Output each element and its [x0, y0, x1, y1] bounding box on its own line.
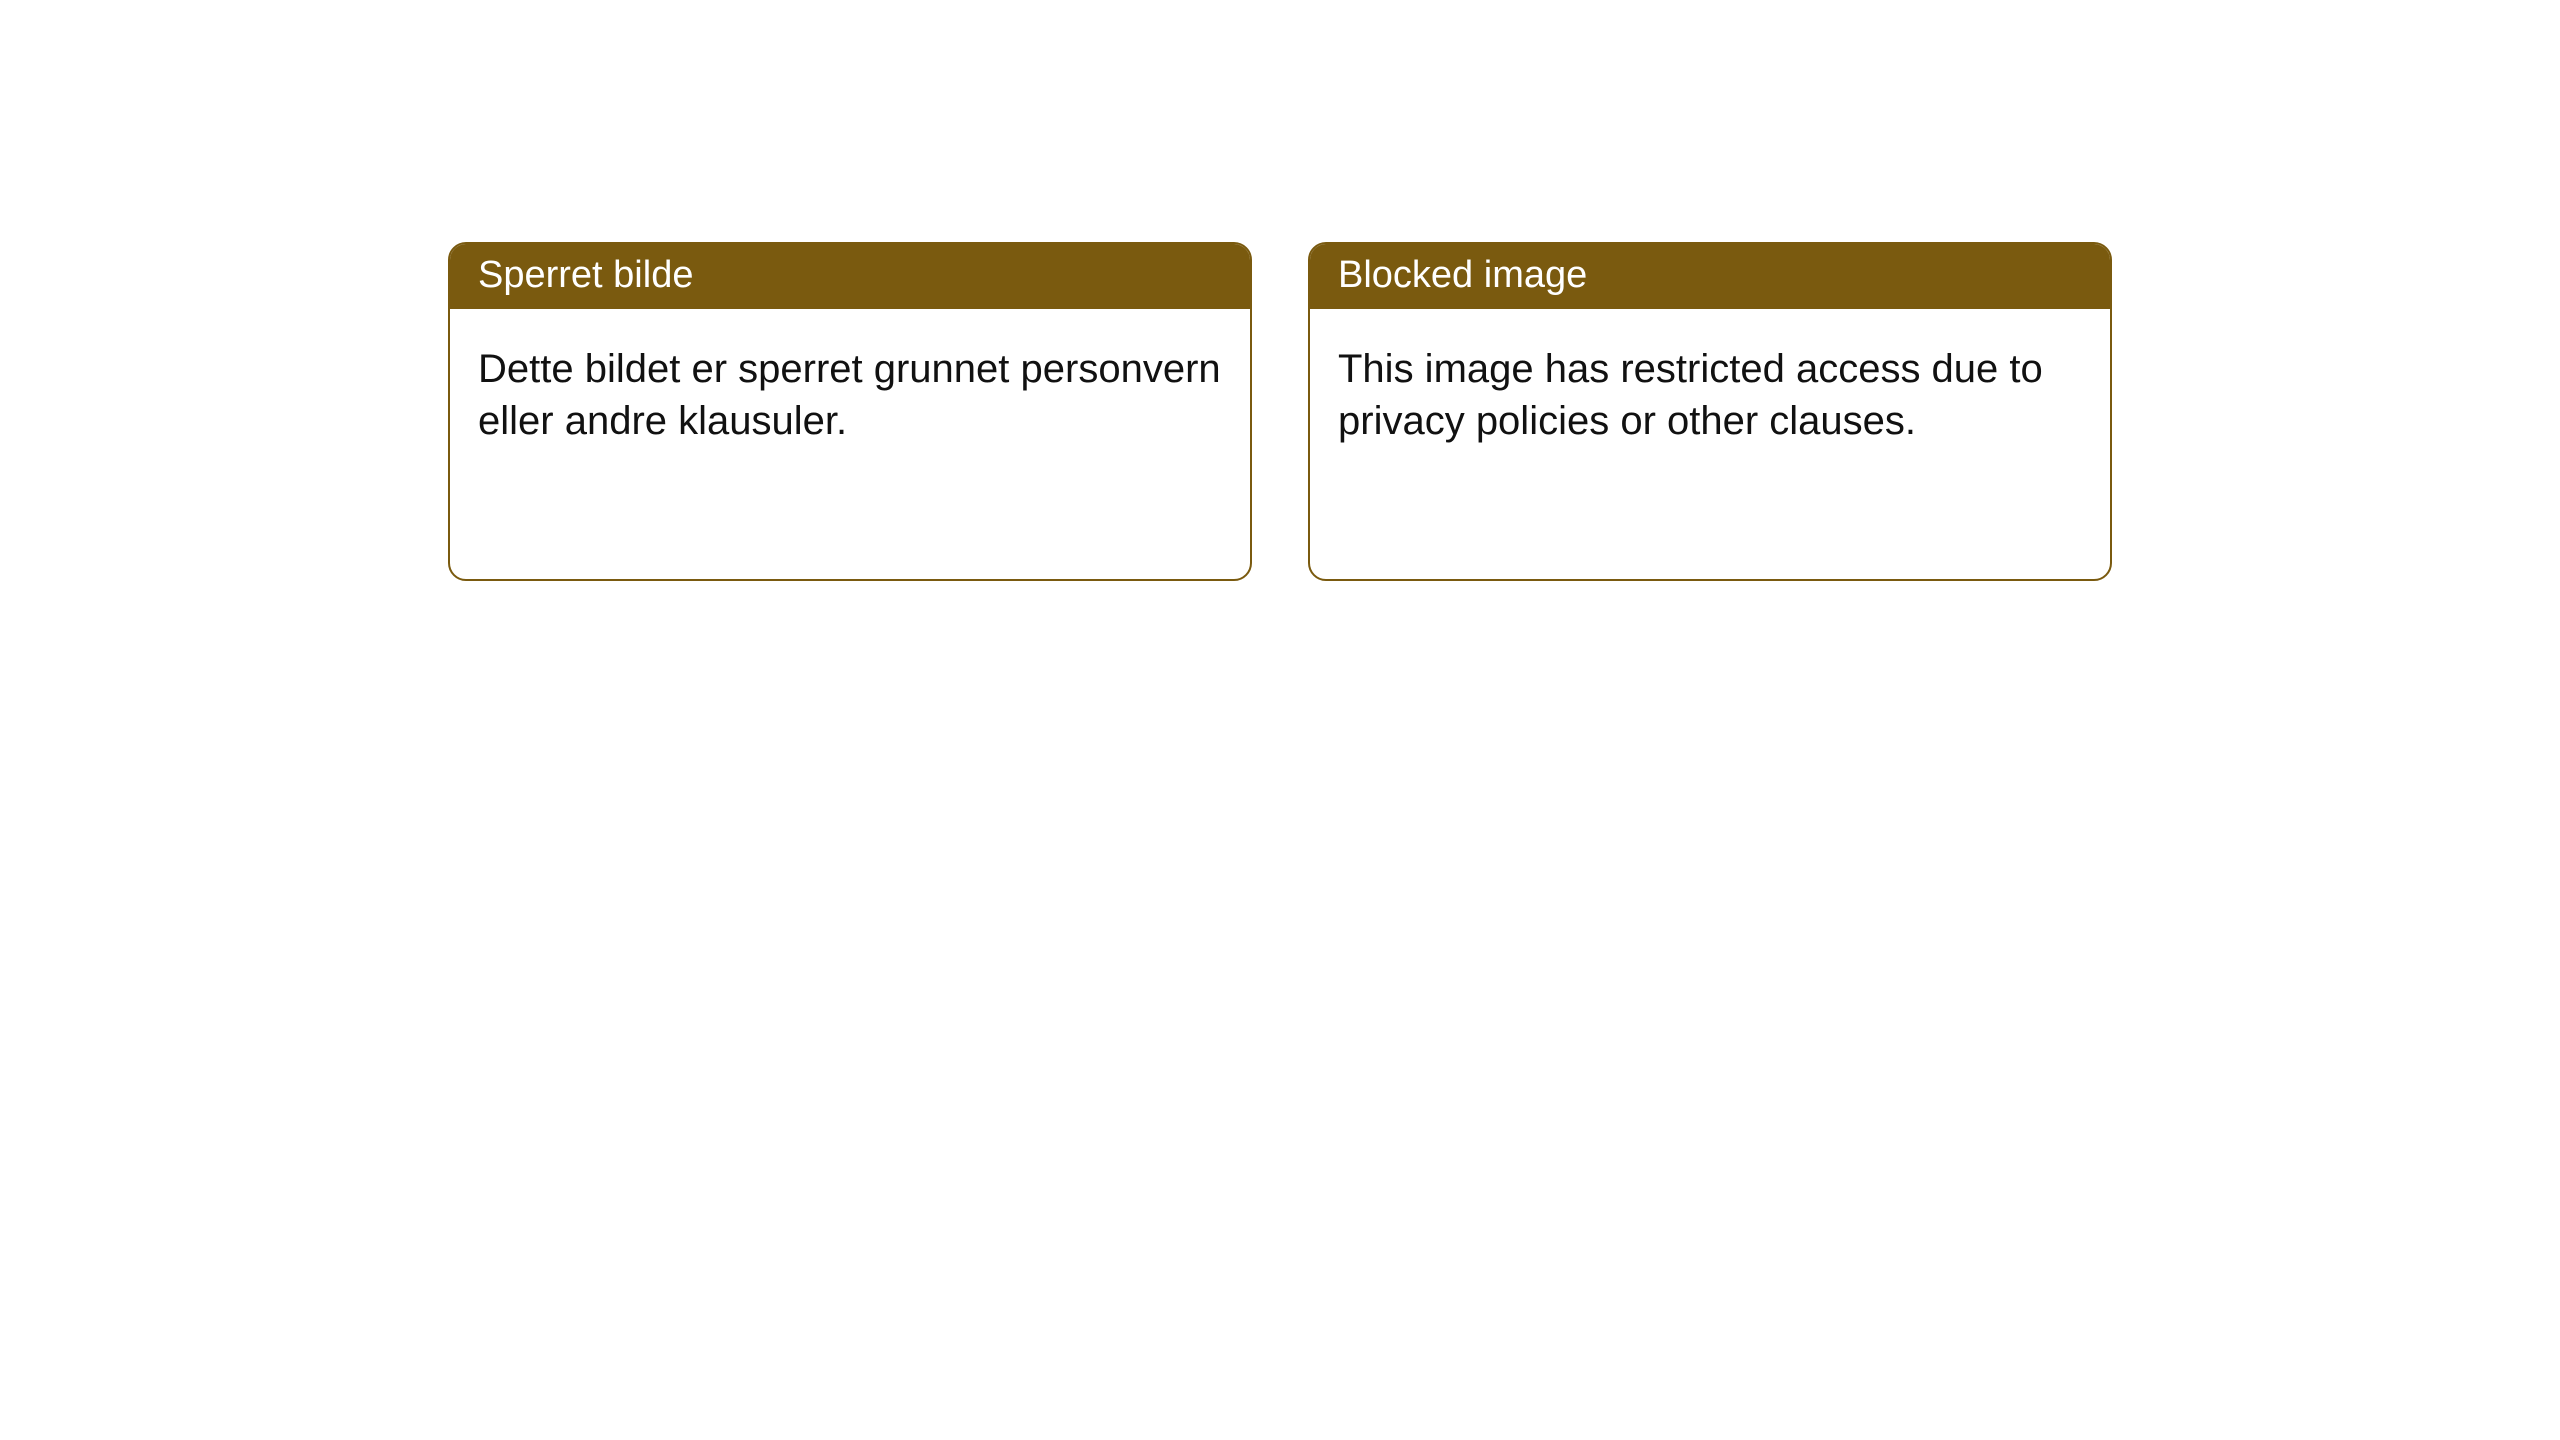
notice-card-body: Dette bildet er sperret grunnet personve…	[450, 309, 1250, 579]
notice-card-title: Sperret bilde	[450, 244, 1250, 309]
notice-card-body: This image has restricted access due to …	[1310, 309, 2110, 579]
notice-card-title: Blocked image	[1310, 244, 2110, 309]
notice-cards-container: Sperret bilde Dette bildet er sperret gr…	[0, 0, 2560, 581]
notice-card-norwegian: Sperret bilde Dette bildet er sperret gr…	[448, 242, 1252, 581]
notice-card-english: Blocked image This image has restricted …	[1308, 242, 2112, 581]
